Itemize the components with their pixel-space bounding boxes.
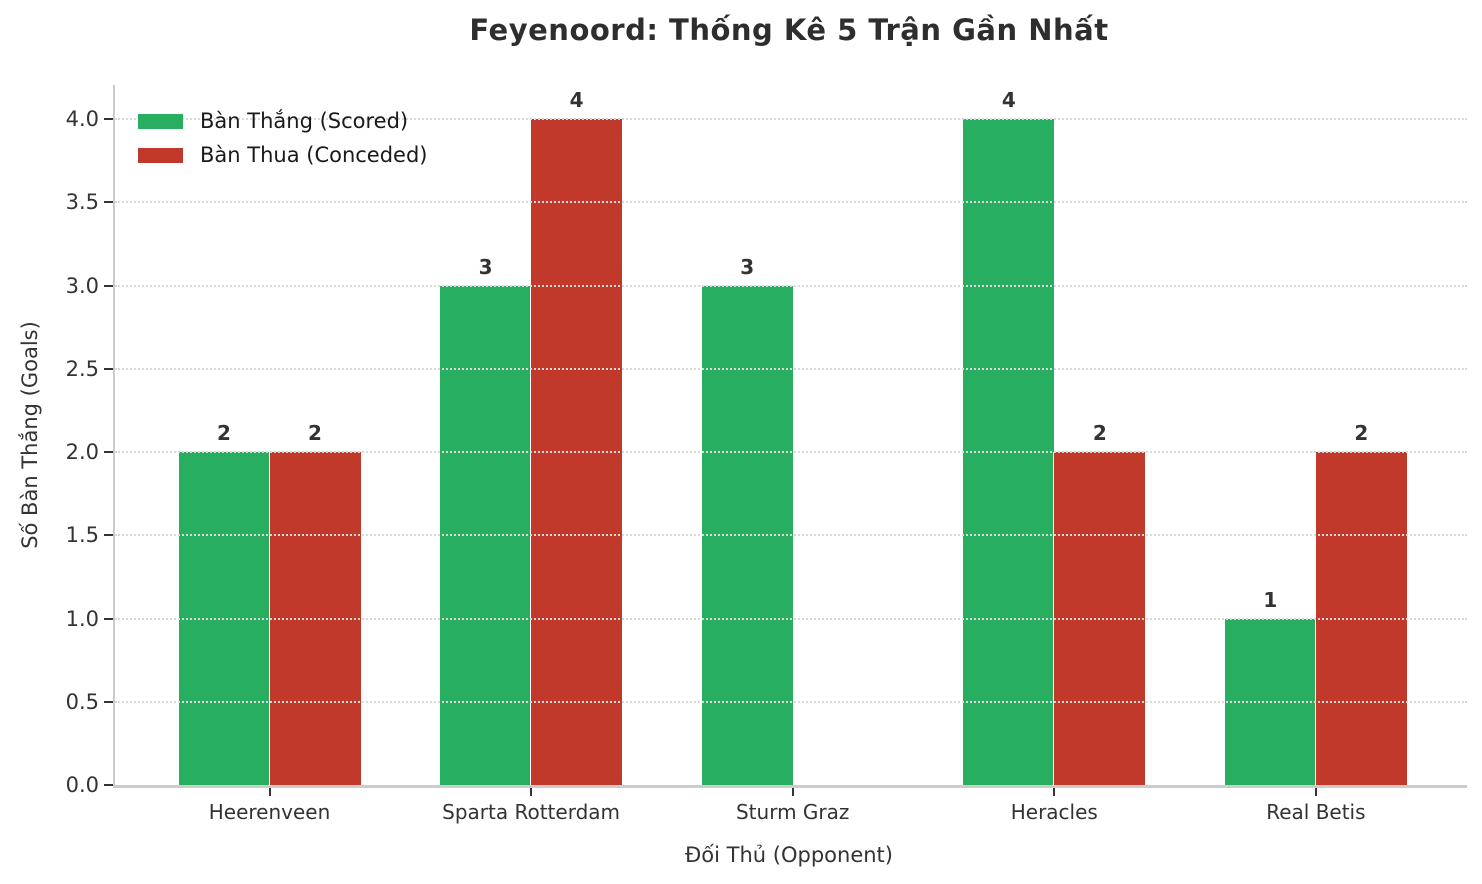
x-tick-label-real-betis: Real Betis: [1266, 800, 1366, 824]
legend-item-scored: Bàn Thắng (Scored): [138, 104, 428, 138]
y-tick-0.5: [104, 700, 113, 703]
gridline-1.0: [115, 617, 1467, 620]
legend-swatch-scored-icon: [138, 113, 183, 129]
x-tick-real-betis: [1314, 788, 1317, 796]
legend: Bàn Thắng (Scored) Bàn Thua (Conceded): [138, 104, 428, 172]
plot-area: Bàn Thắng (Scored) Bàn Thua (Conceded) 0…: [66, 85, 1467, 824]
y-tick-0.0: [104, 784, 113, 786]
x-tick-heerenveen: [268, 788, 271, 796]
legend-label-conceded: Bàn Thua (Conceded): [200, 143, 428, 167]
x-tick-label-heracles: Heracles: [1010, 800, 1098, 824]
y-tick-4.0: [104, 118, 113, 120]
y-tick-label-0.5: 0.5: [65, 689, 99, 714]
y-tick-3.0: [104, 284, 113, 287]
x-tick-sturm-graz: [791, 788, 794, 796]
y-tick-2.5: [104, 367, 113, 370]
y-tick-2.0: [104, 451, 113, 453]
bar-value-label-conceded-real-betis: 2: [1354, 421, 1369, 445]
y-tick-label-3.5: 3.5: [65, 190, 99, 215]
x-tick-label-sparta-rotterdam: Sparta Rotterdam: [442, 800, 621, 824]
bar-value-label-conceded-sparta-rotterdam: 4: [569, 88, 584, 112]
y-tick-1.0: [104, 617, 113, 620]
legend-item-conceded: Bàn Thua (Conceded): [138, 138, 428, 172]
bar-value-label-conceded-heracles: 2: [1092, 421, 1107, 445]
y-tick-label-1.5: 1.5: [65, 523, 99, 548]
y-tick-label-2.0: 2.0: [65, 440, 99, 464]
x-tick-heracles: [1053, 788, 1056, 796]
y-tick-label-3.0: 3.0: [65, 273, 99, 298]
chart-title: Feyenoord: Thống Kê 5 Trận Gần Nhất: [469, 13, 1109, 47]
gridline-2.5: [115, 367, 1467, 370]
bar-value-label-scored-real-betis: 1: [1263, 587, 1278, 612]
y-tick-label-2.5: 2.5: [65, 356, 99, 381]
legend-swatch-conceded-icon: [138, 147, 183, 163]
x-tick-sparta-rotterdam: [530, 788, 533, 796]
bar-value-label-scored-sparta-rotterdam: 3: [478, 254, 493, 279]
y-tick-label-0.0: 0.0: [65, 773, 99, 797]
legend-label-scored: Bàn Thắng (Scored): [200, 109, 409, 133]
y-tick-1.5: [104, 534, 113, 537]
gridline-4.0: [115, 118, 1467, 120]
gridline-0.5: [115, 700, 1467, 703]
bar-value-label-scored-sturm-graz: 3: [740, 254, 755, 279]
y-tick-label-1.0: 1.0: [65, 606, 99, 631]
y-tick-label-4.0: 4.0: [65, 107, 99, 131]
gridline-3.5: [115, 201, 1467, 204]
gridline-3.0: [115, 284, 1467, 287]
gridline-1.5: [115, 534, 1467, 537]
bar-value-label-scored-heerenveen: 2: [217, 421, 231, 445]
x-tick-label-heerenveen: Heerenveen: [208, 800, 331, 824]
gridline-2.0: [115, 451, 1467, 453]
x-tick-label-sturm-graz: Sturm Graz: [735, 800, 850, 824]
bar-value-label-scored-heracles: 4: [1001, 88, 1016, 112]
y-tick-3.5: [104, 201, 113, 204]
x-axis-label: Đối Thủ (Opponent): [685, 843, 893, 867]
bar-value-label-conceded-heerenveen: 2: [308, 421, 322, 445]
